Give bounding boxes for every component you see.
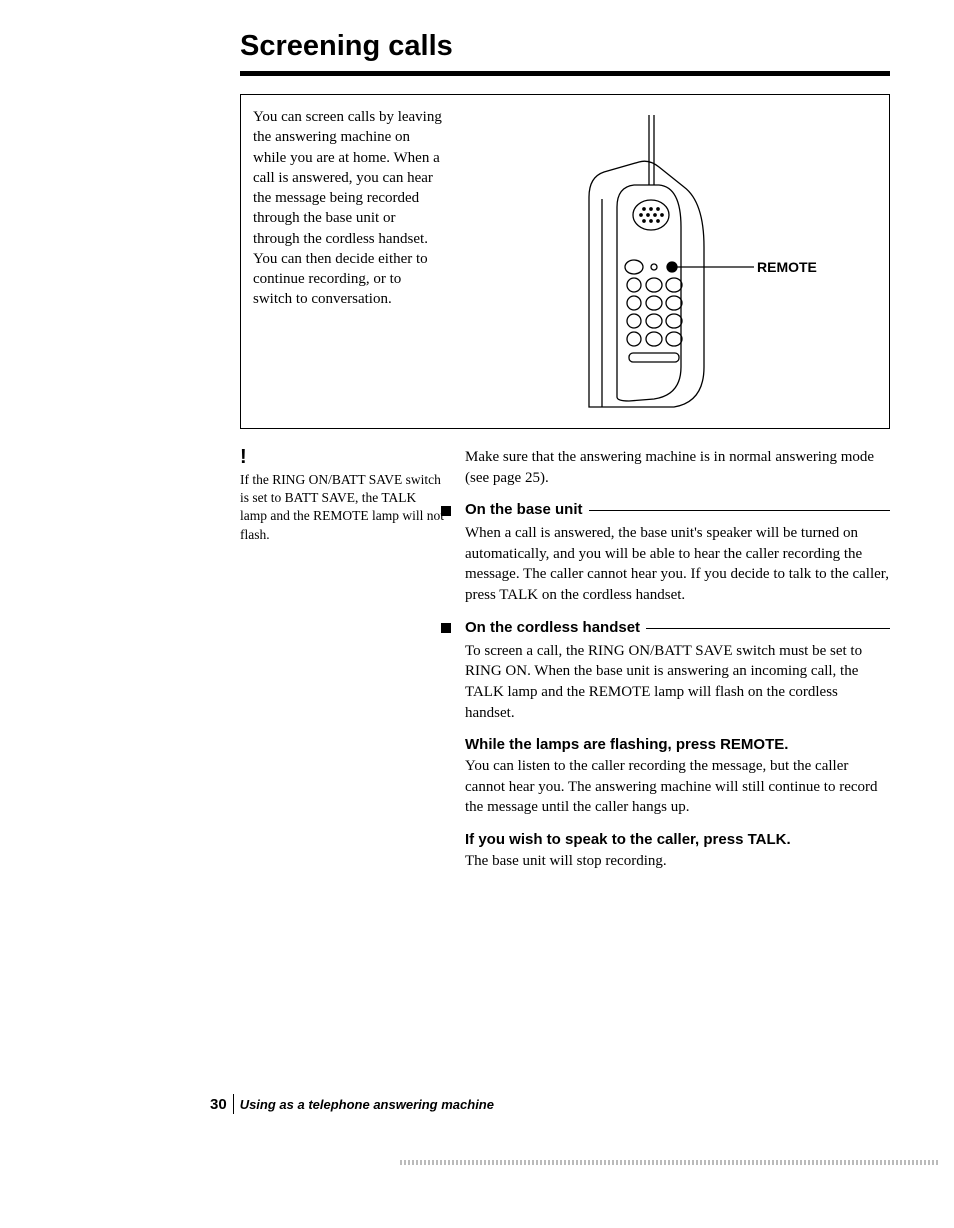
section-1-heading: On the base unit [465, 500, 890, 521]
diagram-label: REMOTE [757, 259, 817, 275]
alert-icon: ! [240, 447, 445, 467]
bullet-icon [441, 506, 451, 516]
manual-page: Screening calls You can screen calls by … [240, 30, 890, 883]
section-1-body: When a call is answered, the base unit's… [465, 523, 890, 606]
intro-panel: You can screen calls by leaving the answ… [240, 94, 890, 429]
intro-text: You can screen calls by leaving the answ… [253, 107, 443, 310]
section-1-title: On the base unit [465, 500, 589, 521]
main-column: Make sure that the answering machine is … [465, 447, 890, 883]
footer-section: Using as a telephone answering machine [240, 1097, 494, 1112]
sub-1: While the lamps are flashing, press REMO… [465, 735, 890, 818]
lead-paragraph: Make sure that the answering machine is … [465, 447, 890, 488]
sub-2-head: If you wish to speak to the caller, pres… [465, 830, 890, 851]
section-2-heading: On the cordless handset [465, 618, 890, 639]
handset-diagram: REMOTE [459, 107, 859, 417]
footer-divider [233, 1094, 234, 1114]
title-rule [240, 71, 890, 76]
body-columns: ! If the RING ON/BATT SAVE switch is set… [240, 447, 890, 883]
scan-noise [400, 1160, 940, 1165]
sub-1-head: While the lamps are flashing, press REMO… [465, 735, 890, 756]
margin-note-text: If the RING ON/BATT SAVE switch is set t… [240, 471, 445, 544]
margin-note: ! If the RING ON/BATT SAVE switch is set… [240, 447, 465, 883]
page-footer: 30 Using as a telephone answering machin… [210, 1094, 494, 1114]
page-title: Screening calls [240, 30, 890, 63]
section-2-title: On the cordless handset [465, 618, 646, 639]
section-2-body: To screen a call, the RING ON/BATT SAVE … [465, 641, 890, 724]
bullet-icon [441, 623, 451, 633]
sub-2: If you wish to speak to the caller, pres… [465, 830, 890, 871]
page-number: 30 [210, 1096, 233, 1113]
sub-2-body: The base unit will stop recording. [465, 853, 667, 869]
heading-rule [646, 628, 890, 629]
heading-rule [589, 510, 890, 511]
sub-1-body: You can listen to the caller recording t… [465, 758, 878, 815]
